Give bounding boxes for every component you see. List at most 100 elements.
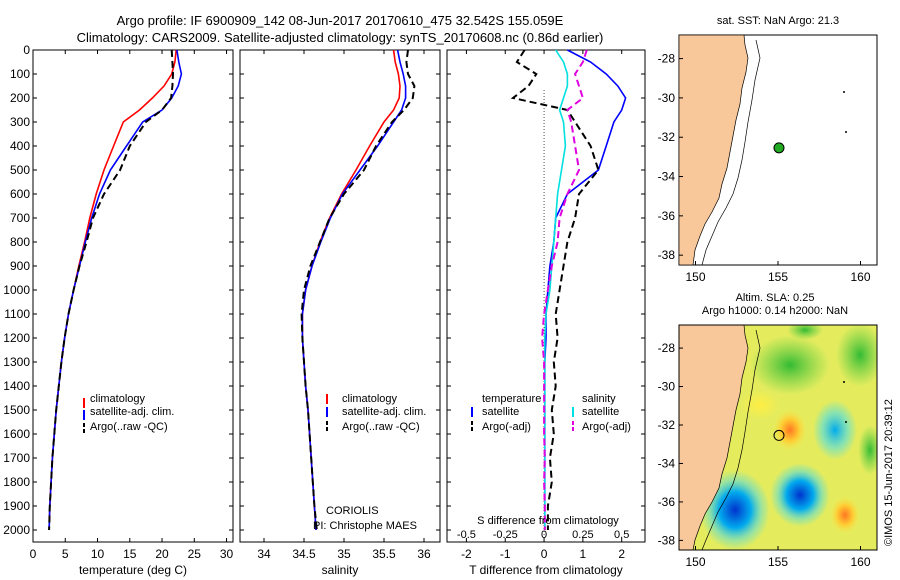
y-tick-label: 1100: [4, 307, 30, 321]
legend-t-argo: Argo(-adj): [482, 421, 531, 433]
y-tick-label: 1600: [3, 427, 30, 441]
sst-shelf-contour: [701, 39, 761, 265]
x-tick-label: 0: [30, 547, 37, 561]
s-tick-label: -0.5: [457, 529, 476, 541]
legend-argo-s: Argo(..raw -QC): [342, 421, 420, 433]
map-y-tick-label: -38: [658, 533, 676, 547]
y-tick-label: 1300: [3, 355, 30, 369]
map-y-tick-label: -38: [658, 248, 676, 262]
legend-climatology-s: climatology: [342, 393, 398, 405]
sla-land: [679, 325, 749, 550]
difference-panel: -2 -1 0 1 2-0.5 -0.25 0 0.25 0.5T difference fro…: [446, 49, 646, 577]
series-line-satellite: [543, 49, 569, 530]
x-tick-label: 10: [91, 547, 105, 561]
map-x-tick-label: 155: [768, 270, 788, 284]
legend-s-satellite: satellite: [582, 406, 619, 418]
legend-satellite-adj-s: satellite-adj. clim.: [342, 406, 426, 418]
series-line-argo-adj-: [541, 49, 588, 530]
series-line-argo-adj-: [510, 49, 600, 530]
x-tick-label: 2: [618, 547, 625, 561]
sst-land: [679, 35, 749, 265]
x-tick-label: 34.5: [292, 547, 316, 561]
x-tick-label: 0: [541, 547, 548, 561]
map-y-tick-label: -36: [658, 209, 676, 223]
s-difference-label: S difference from climatology: [477, 515, 619, 527]
s-tick-label: 0.25: [572, 529, 593, 541]
x-tick-label: 30: [220, 547, 234, 561]
sla-map-axes: 150 155 160 -28 -30 -32 -34 -36 -38: [658, 341, 871, 569]
x-tick-label: -1: [500, 547, 511, 561]
sla-shelf-contour: [701, 329, 761, 550]
map-y-tick-label: -28: [658, 52, 676, 66]
legend-argo: Argo(..raw -QC): [90, 421, 168, 433]
series-line-satellite-adj-clim-: [48, 49, 183, 531]
legend-title-salinity: salinity: [582, 393, 616, 405]
x-tick-label: 15: [123, 547, 137, 561]
x-tick-label: 5: [62, 547, 69, 561]
sla-field: [679, 325, 877, 550]
x-tick-label: -2: [461, 547, 472, 561]
y-tick-label: 200: [10, 91, 30, 105]
y-tick-label: 900: [10, 259, 30, 273]
map-y-tick-label: -32: [658, 418, 676, 432]
figure-title-line2: Climatology: CARS2009. Satellite-adjuste…: [77, 30, 604, 45]
legend-satellite-adj: satellite-adj. clim.: [90, 406, 174, 418]
pi-label: PI: Christophe MAES: [313, 520, 417, 532]
series-line-argo-raw-qc-: [48, 49, 175, 531]
map-y-tick-label: -34: [658, 170, 676, 184]
map-x-tick-label: 155: [768, 555, 788, 569]
sst-float-marker: [773, 142, 785, 154]
y-tick-label: 1200: [3, 331, 30, 345]
y-tick-label: 1400: [3, 379, 30, 393]
sla-map-title1: Altim. SLA: 0.25: [736, 292, 815, 304]
x-tick-label: 34: [257, 547, 271, 561]
x-tick-label: 36: [417, 547, 431, 561]
temperature-panel: 0100200300400500600700800900100011001200…: [3, 43, 233, 577]
temperature-legend: climatology satellite-adj. clim. Argo(..…: [83, 393, 174, 433]
y-tick-label: 1500: [3, 403, 30, 417]
y-tick-label: 1000: [3, 283, 30, 297]
x-tick-label: 35: [337, 547, 351, 561]
legend-climatology: climatology: [90, 393, 146, 405]
y-tick-label: 1800: [3, 475, 30, 489]
s-tick-label: -0.25: [493, 529, 518, 541]
y-tick-label: 600: [10, 187, 30, 201]
y-tick-label: 500: [10, 163, 30, 177]
sst-map-title: sat. SST: NaN Argo: 21.3: [717, 15, 839, 27]
x-tick-label: 1: [580, 547, 587, 561]
map-x-tick-label: 150: [685, 270, 705, 284]
x-axis-label: T difference from climatology: [469, 563, 623, 577]
y-tick-label: 300: [10, 115, 30, 129]
y-tick-label: 0: [23, 43, 30, 57]
plot-frame: [32, 49, 234, 543]
legend-s-argo: Argo(-adj): [582, 421, 631, 433]
y-tick-label: 800: [10, 235, 30, 249]
plot-frame: [239, 49, 441, 543]
map-y-tick-label: -30: [658, 91, 676, 105]
series-line-argo-raw-qc-: [300, 49, 416, 531]
map-x-tick-label: 160: [850, 555, 870, 569]
figure-title-line1: Argo profile: IF 6900909_142 08-Jun-2017…: [117, 13, 564, 28]
map-y-tick-label: -30: [658, 380, 676, 394]
coriolis-label: CORIOLIS: [326, 505, 379, 517]
s-tick-label: 0.5: [614, 529, 629, 541]
difference-legend: temperature salinity satellite Argo(-adj…: [471, 393, 631, 527]
map-y-tick-label: -36: [658, 495, 676, 509]
y-tick-label: 400: [10, 139, 30, 153]
x-tick-label: 35.5: [372, 547, 396, 561]
y-tick-label: 700: [10, 211, 30, 225]
map-y-tick-label: -34: [658, 456, 676, 470]
y-tick-label: 1900: [3, 499, 30, 513]
imos-timestamp: ©IMOS 15-Jun-2017 20:39:12: [883, 399, 895, 546]
sla-map-title2: Argo h1000: 0.14 h2000: NaN: [702, 305, 848, 317]
x-tick-label: 25: [188, 547, 202, 561]
legend-title-temperature: temperature: [482, 393, 541, 405]
x-axis-label: temperature (deg C): [79, 563, 187, 577]
sst-map: sat. SST: NaN Argo: 21.3 150 155 160 -28 -30…: [658, 15, 878, 284]
salinity-panel: 34 34.5 35 35.5 36 salinity: [239, 49, 441, 577]
y-tick-label: 100: [10, 67, 30, 81]
x-tick-label: 20: [155, 547, 169, 561]
salinity-legend: climatology satellite-adj. clim. Argo(..…: [313, 393, 426, 532]
sla-map: Altim. SLA: 0.25 Argo h1000: 0.14 h2000:…: [658, 292, 878, 569]
